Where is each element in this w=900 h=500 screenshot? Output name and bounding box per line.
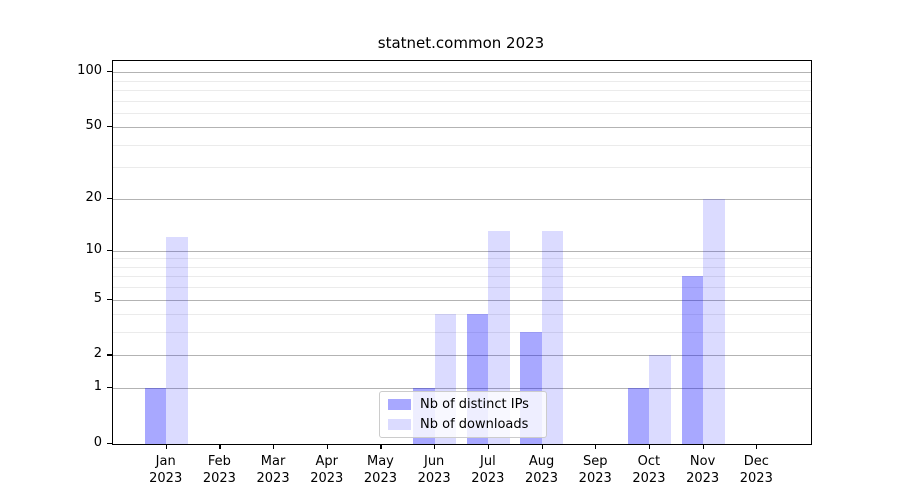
x-tick-label-sep-2023: Sep 2023	[578, 454, 612, 486]
legend-swatch-downloads	[388, 419, 411, 430]
chart-title: statnet.common 2023	[377, 34, 545, 52]
legend-label-distinct-ips: Nb of distinct IPs	[420, 397, 529, 412]
gridline-major-20	[113, 198, 811, 200]
y-tick-5	[107, 298, 112, 300]
gridline-minor-8	[113, 266, 811, 268]
legend-swatch-distinct-ips	[388, 399, 411, 410]
gridline-minor-9	[113, 258, 811, 260]
x-tick-sep-2023	[595, 444, 597, 449]
x-tick-label-jun-2023: Jun 2023	[417, 454, 451, 486]
gridline-major-1	[113, 388, 811, 390]
y-tick-label-1: 1	[93, 379, 102, 395]
y-tick-label-50: 50	[85, 118, 102, 134]
bar-nb-of-downloads-jul-2023	[488, 231, 510, 444]
x-tick-apr-2023	[326, 444, 328, 449]
x-tick-label-jan-2023: Jan 2023	[149, 454, 183, 486]
y-tick-2	[107, 354, 112, 356]
bar-nb-of-distinct-ips-oct-2023	[627, 388, 650, 444]
y-tick-1	[107, 387, 112, 389]
legend-item-downloads: Nb of downloads	[380, 416, 546, 433]
legend-item-distinct-ips: Nb of distinct IPs	[380, 396, 546, 413]
x-tick-mar-2023	[273, 444, 275, 449]
gridline-minor-30	[113, 167, 811, 169]
x-tick-label-apr-2023: Apr 2023	[310, 454, 344, 486]
y-tick-label-20: 20	[85, 189, 102, 205]
x-tick-aug-2023	[541, 444, 543, 449]
gridline-minor-40	[113, 144, 811, 146]
y-tick-label-10: 10	[85, 241, 102, 257]
gridline-minor-90	[113, 80, 811, 82]
y-tick-10	[107, 249, 112, 251]
x-tick-may-2023	[380, 444, 382, 449]
y-tick-label-2: 2	[93, 346, 102, 362]
bar-nb-of-downloads-oct-2023	[649, 355, 671, 444]
bar-nb-of-distinct-ips-nov-2023	[681, 276, 703, 444]
y-tick-label-0: 0	[93, 435, 102, 450]
gridline-minor-6	[113, 287, 811, 289]
x-tick-oct-2023	[648, 444, 651, 449]
y-tick-20	[107, 197, 112, 199]
x-tick-label-nov-2023: Nov 2023	[686, 454, 720, 486]
gridline-minor-7	[113, 276, 811, 278]
x-tick-nov-2023	[702, 444, 704, 449]
plot-area	[112, 60, 812, 445]
gridline-major-100	[113, 72, 811, 74]
x-tick-dec-2023	[756, 444, 758, 449]
x-tick-jul-2023	[487, 444, 490, 449]
y-tick-label-100: 100	[77, 63, 102, 79]
x-tick-label-dec-2023: Dec 2023	[739, 454, 773, 486]
bar-nb-of-downloads-nov-2023	[703, 198, 725, 444]
y-tick-0	[107, 443, 112, 445]
gridline-major-50	[113, 127, 811, 129]
legend: Nb of distinct IPs Nb of downloads	[379, 391, 547, 438]
gridline-minor-80	[113, 89, 811, 91]
bar-nb-of-downloads-jan-2023	[166, 237, 188, 444]
legend-label-downloads: Nb of downloads	[420, 417, 529, 432]
x-tick-label-aug-2023: Aug 2023	[524, 454, 559, 486]
x-tick-jan-2023	[165, 444, 167, 449]
x-tick-feb-2023	[219, 444, 221, 449]
y-tick-label-5: 5	[93, 290, 102, 306]
x-tick-label-mar-2023: Mar 2023	[256, 454, 290, 486]
gridline-minor-70	[113, 100, 811, 102]
x-tick-label-feb-2023: Feb 2023	[202, 454, 236, 486]
x-tick-label-may-2023: May 2023	[363, 454, 397, 486]
bar-nb-of-downloads-aug-2023	[541, 231, 564, 444]
x-tick-label-jul-2023: Jul 2023	[471, 454, 505, 486]
gridline-minor-4	[113, 314, 811, 316]
y-tick-100	[107, 71, 112, 73]
gridline-major-5	[113, 299, 811, 301]
gridline-minor-60	[113, 112, 811, 114]
y-tick-50	[107, 126, 112, 128]
gridline-minor-3	[113, 332, 811, 334]
bar-nb-of-distinct-ips-jan-2023	[144, 388, 167, 444]
x-tick-jun-2023	[434, 444, 436, 449]
x-tick-label-oct-2023: Oct 2023	[632, 454, 666, 486]
gridline-major-10	[113, 250, 811, 252]
gridline-major-2	[113, 355, 811, 357]
